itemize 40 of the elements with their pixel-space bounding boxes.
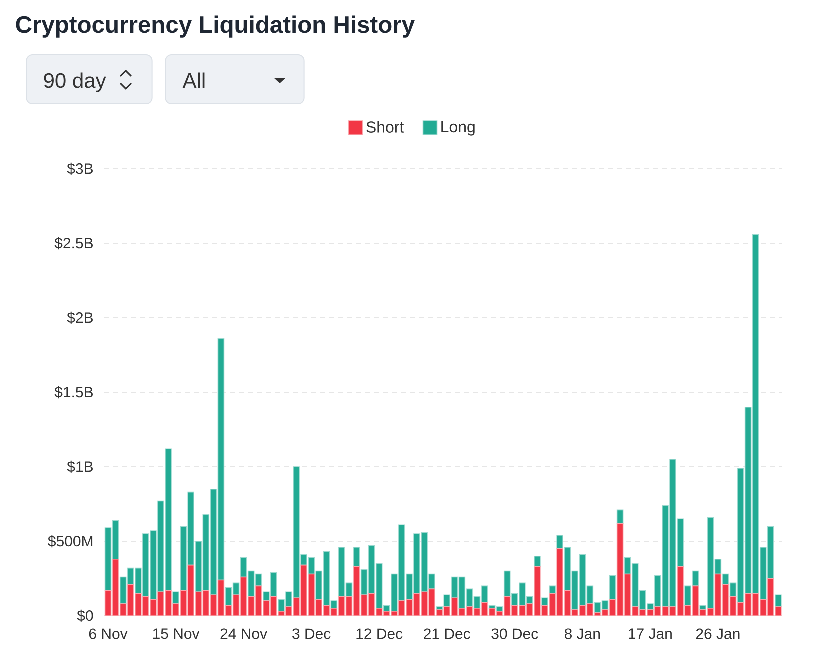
y-tick-label: $500M (48, 535, 93, 548)
x-tick-label: 15 Nov (153, 628, 200, 640)
bar (624, 574, 632, 616)
bar (240, 576, 248, 616)
x-tick-label: 12 Dec (356, 628, 403, 640)
x-tick-label: 17 Jan (629, 628, 672, 640)
bar (376, 563, 383, 609)
bar (714, 574, 722, 616)
bar (744, 406, 752, 594)
bar (218, 580, 225, 616)
legend-label: Short (366, 121, 404, 133)
bar (112, 520, 120, 560)
bar (752, 234, 760, 594)
x-tick-label: 26 Jan (696, 628, 740, 640)
y-tick-label: $0 (77, 610, 94, 622)
y-tick-label: $3B (67, 162, 93, 176)
bar (104, 528, 112, 592)
bar (202, 514, 210, 592)
bar (616, 523, 624, 616)
bar (218, 338, 225, 581)
bar (737, 468, 744, 603)
x-tick-label: 3 Dec (292, 628, 331, 640)
bar (707, 517, 714, 609)
bar (112, 558, 120, 616)
bar (353, 566, 360, 616)
x-tick-label: 21 Dec (424, 628, 470, 640)
y-tick-label: $1B (67, 460, 93, 474)
x-tick-label: 24 Nov (220, 628, 268, 640)
bar (579, 554, 586, 606)
y-tick-label: $1.5B (54, 386, 93, 399)
x-tick-label: 8 Jan (564, 628, 600, 640)
y-tick-label: $2B (67, 312, 93, 324)
text: 90 day (44, 72, 106, 92)
legend-label: Long (442, 122, 475, 136)
x-tick-label: 6 Nov (89, 628, 128, 640)
x-tick-label: 30 Dec (492, 628, 538, 640)
text: All (182, 72, 205, 88)
chart-title: Cryptocurrency Liquidation History (16, 16, 415, 38)
y-tick-label: $2.5B (54, 237, 93, 250)
bar (210, 488, 218, 596)
